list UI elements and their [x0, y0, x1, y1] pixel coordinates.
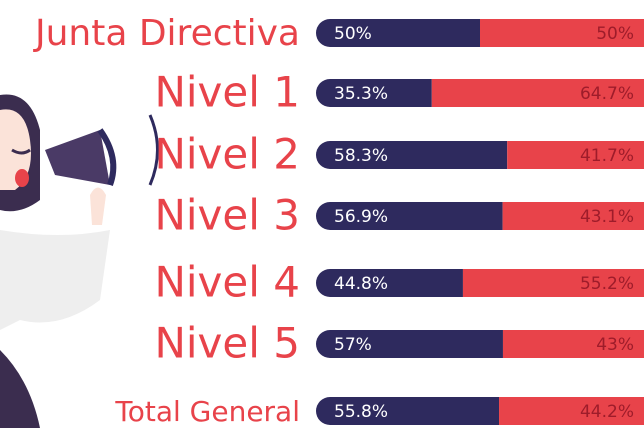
value-label: 56.9%: [334, 207, 388, 227]
category-label: Junta Directiva: [33, 13, 300, 54]
bar-segment: [431, 79, 644, 107]
illustration: [0, 94, 159, 428]
bar-segment: [462, 269, 644, 297]
value-label: 50%: [334, 24, 372, 44]
category-label: Nivel 1: [154, 68, 300, 117]
bar-segment: [316, 397, 500, 425]
bar-segment: [502, 330, 644, 358]
bar-segment: [507, 141, 644, 169]
value-label: 44.2%: [580, 402, 634, 422]
value-label: 43.1%: [580, 207, 634, 227]
value-label: 64.7%: [580, 84, 634, 104]
bar-segment: [316, 141, 508, 169]
value-label: 44.8%: [334, 274, 388, 294]
bar-segment: [480, 19, 644, 47]
value-label: 57%: [334, 335, 372, 355]
bar-segment: [316, 330, 503, 358]
bar-segment: [316, 269, 463, 297]
bar-segment: [316, 79, 432, 107]
value-label: 55.8%: [334, 402, 388, 422]
category-label: Nivel 3: [154, 191, 300, 240]
value-label: 50%: [596, 24, 634, 44]
category-label: Nivel 5: [154, 319, 300, 368]
bar-segment: [499, 397, 644, 425]
value-label: 35.3%: [334, 84, 388, 104]
category-label: Nivel 4: [154, 258, 300, 307]
value-label: 43%: [596, 335, 634, 355]
bar-segment: [316, 19, 480, 47]
value-label: 41.7%: [580, 146, 634, 166]
category-label: Nivel 2: [154, 130, 300, 179]
bar-segment: [502, 202, 644, 230]
value-label: 55.2%: [580, 274, 634, 294]
bar-segment: [316, 202, 503, 230]
value-label: 58.3%: [334, 146, 388, 166]
category-label: Total General: [114, 395, 300, 428]
